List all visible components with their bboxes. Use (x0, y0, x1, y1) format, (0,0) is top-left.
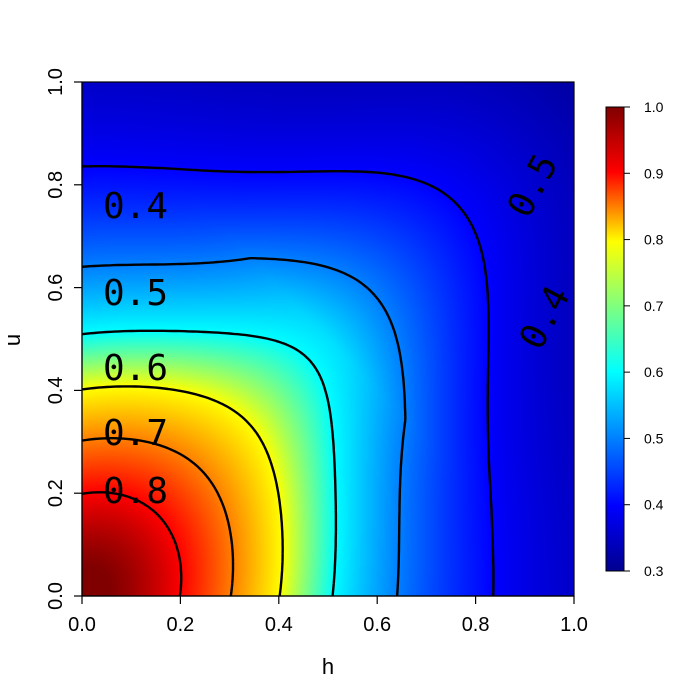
y-tick-label: 0.4 (45, 376, 67, 404)
x-tick-label: 0.0 (68, 614, 96, 636)
colorbar-tick-label: 0.5 (644, 430, 664, 446)
colorbar-tick-label: 0.9 (644, 165, 664, 181)
contour-lines (82, 165, 495, 596)
y-tick-label: 1.0 (45, 68, 67, 96)
colorbar-tick-label: 0.3 (644, 563, 664, 579)
contour-label-0.7: 0.7 (103, 413, 168, 454)
x-axis-label: h (322, 654, 334, 679)
contour-line-0.6 (82, 329, 338, 596)
colorbar-gradient (605, 106, 625, 572)
contour-line-0.5 (82, 257, 407, 596)
x-tick-label: 0.8 (462, 614, 490, 636)
colorbar-tick-label: 1.0 (644, 99, 664, 115)
colorbar-tick-label: 0.4 (644, 497, 664, 513)
x-tick-label: 1.0 (560, 614, 588, 636)
y-tick-label: 0.8 (45, 171, 67, 199)
colorbar-tick-label: 0.6 (644, 364, 664, 380)
y-tick-label: 0.2 (45, 479, 67, 507)
contour-label-0.5: 0.5 (103, 273, 168, 314)
colorbar-tick-label: 0.8 (644, 232, 664, 248)
x-tick-label: 0.6 (363, 614, 391, 636)
contour-line-0.9 (82, 491, 183, 596)
x-tick-label: 0.2 (166, 614, 194, 636)
heatmap-image (82, 82, 574, 596)
x-tick-label: 0.4 (265, 614, 293, 636)
y-axis-label: u (0, 334, 25, 346)
contour-line-0.8 (82, 437, 235, 596)
contour-label-0.6: 0.6 (103, 348, 168, 389)
contour-line-0.4 (82, 165, 495, 596)
y-tick-label: 0.6 (45, 274, 67, 302)
contour-line-0.7 (82, 385, 284, 596)
x-axis: 0.0 0.2 0.4 0.6 0.8 1.0 h (68, 595, 588, 679)
colorbar-tick-label: 0.7 (644, 298, 664, 314)
y-tick-label: 0.0 (45, 582, 67, 610)
contour-label-0.4: 0.4 (103, 186, 168, 227)
colorbar: 0.3 0.4 0.5 0.6 0.7 0.8 0.9 1.0 (605, 99, 664, 579)
y-axis: 0.0 0.2 0.4 0.6 0.8 1.0 u (0, 68, 83, 610)
contour-label-0.8: 0.8 (103, 471, 168, 512)
heatmap-surface (82, 82, 574, 596)
